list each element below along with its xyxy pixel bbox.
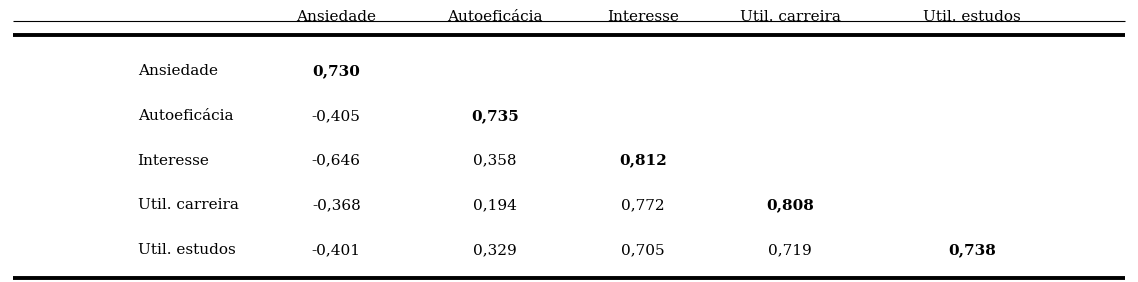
Text: Util. estudos: Util. estudos (923, 10, 1021, 24)
Text: 0,194: 0,194 (473, 198, 517, 212)
Text: Autoeficácia: Autoeficácia (447, 10, 543, 24)
Text: Util. carreira: Util. carreira (740, 10, 841, 24)
Text: -0,646: -0,646 (312, 153, 361, 168)
Text: 0,705: 0,705 (621, 243, 665, 257)
Text: -0,401: -0,401 (312, 243, 361, 257)
Text: 0,730: 0,730 (312, 64, 361, 78)
Text: 0,329: 0,329 (473, 243, 517, 257)
Text: Util. estudos: Util. estudos (138, 243, 236, 257)
Text: 0,808: 0,808 (766, 198, 815, 212)
Text: Util. carreira: Util. carreira (138, 198, 239, 212)
Text: 0,812: 0,812 (619, 153, 667, 168)
Text: -0,368: -0,368 (312, 198, 361, 212)
Text: 0,358: 0,358 (473, 153, 517, 168)
Text: 0,719: 0,719 (768, 243, 813, 257)
Text: Interesse: Interesse (607, 10, 678, 24)
Text: 0,738: 0,738 (948, 243, 996, 257)
Text: Ansiedade: Ansiedade (138, 64, 217, 78)
Text: 0,772: 0,772 (621, 198, 665, 212)
Text: -0,405: -0,405 (312, 109, 361, 123)
Text: Autoeficácia: Autoeficácia (138, 109, 233, 123)
Text: Ansiedade: Ansiedade (296, 10, 377, 24)
Text: 0,735: 0,735 (471, 109, 519, 123)
Text: Interesse: Interesse (138, 153, 209, 168)
